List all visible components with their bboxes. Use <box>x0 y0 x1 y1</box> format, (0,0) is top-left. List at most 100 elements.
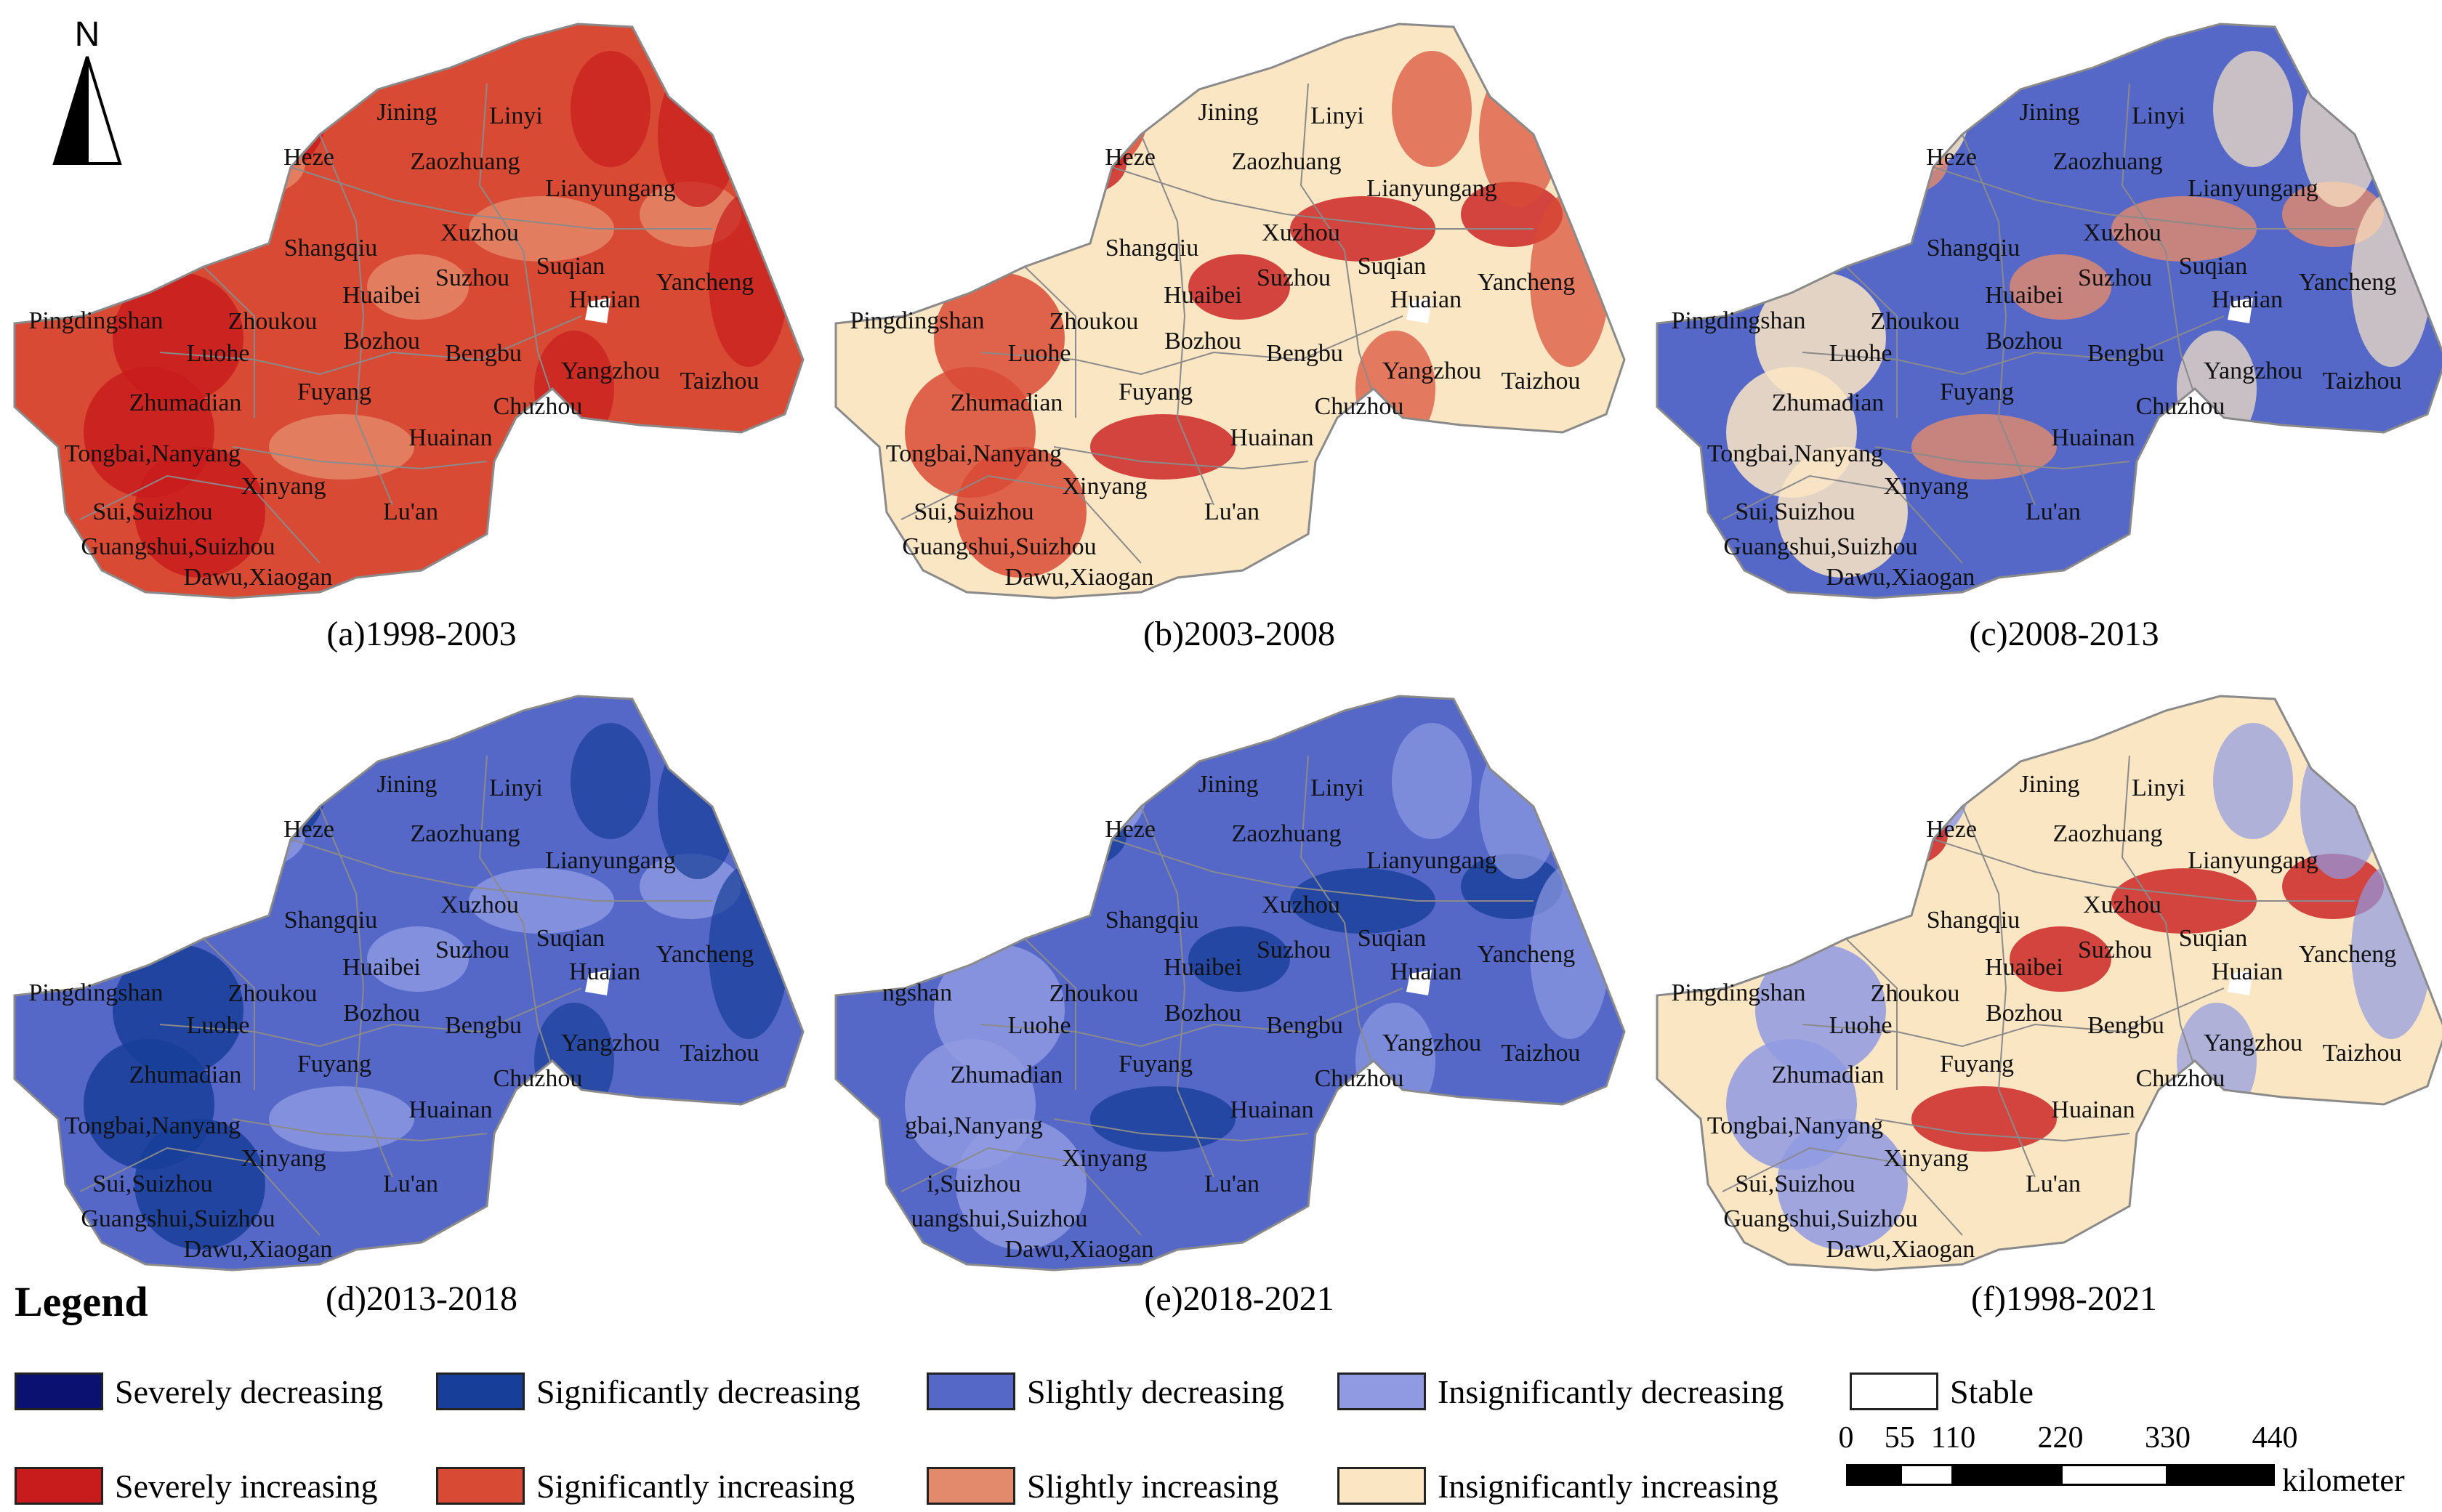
city-label: Shangqiu <box>1105 907 1198 934</box>
county-boundary <box>1933 838 2355 902</box>
legend-label: Insignificantly increasing <box>1438 1467 1778 1505</box>
spot-patch <box>1290 196 1435 262</box>
accent-patch <box>2140 1097 2220 1242</box>
city-label: Heze <box>1926 816 1977 843</box>
county-boundary <box>1053 446 1309 470</box>
accent-patch <box>858 47 988 178</box>
city-label: Bozhou <box>343 328 420 355</box>
city-label: Yancheng <box>2299 269 2396 296</box>
city-label: Bozhou <box>1986 1000 2063 1027</box>
city-label: Shangqiu <box>1927 907 2020 934</box>
legend-item-severely-decreasing: Severely decreasing <box>15 1370 383 1413</box>
legend-label: Slightly decreasing <box>1027 1372 1284 1410</box>
city-label: Jining <box>2019 99 2079 126</box>
accent-patch <box>2213 51 2293 167</box>
city-label: Fuyang <box>1940 379 2014 405</box>
city-label: Suzhou <box>2078 264 2152 291</box>
legend-label: Severely decreasing <box>115 1372 384 1410</box>
city-label: Yangzhou <box>1382 357 1481 384</box>
city-label: Taizhou <box>2322 368 2401 395</box>
city-label: Linyi <box>2132 775 2185 801</box>
county-boundary <box>319 806 393 1178</box>
city-label: Xuzhou <box>1262 219 1340 246</box>
spot-patch <box>1188 926 1290 992</box>
region-outline <box>1656 23 2442 599</box>
spot-patch <box>1188 254 1290 320</box>
city-label: Yangzhou <box>561 357 660 384</box>
county-boundary <box>232 446 488 470</box>
city-label: Zaozhuang <box>2052 148 2162 175</box>
legend-swatch <box>15 1372 103 1410</box>
city-label: Zhoukou <box>228 308 318 335</box>
city-label: Huainan <box>1230 424 1313 451</box>
county-boundary <box>290 166 712 230</box>
city-label: Taizhou <box>2322 1040 2401 1067</box>
accent-patch <box>956 1119 1087 1250</box>
city-label: Huaibei <box>1164 282 1242 309</box>
city-label: Tongbai,Nanyang <box>1707 1112 1883 1139</box>
city-label: Huainan <box>408 1096 492 1123</box>
accent-patch <box>1679 719 1810 850</box>
city-label: Zaozhuang <box>1231 820 1341 847</box>
accent-patch <box>1679 47 1810 178</box>
city-label: Fuyang <box>1119 379 1193 405</box>
city-label: Zaozhuang <box>410 148 520 175</box>
county-boundary <box>980 987 1403 1048</box>
city-label: Huaian <box>1390 286 1462 313</box>
legend-item-slightly-increasing: Slightly increasing <box>927 1464 1278 1508</box>
city-label: Yangzhou <box>561 1030 660 1056</box>
scale-tick-label: 110 <box>1930 1421 1976 1455</box>
legend-swatch <box>927 1467 1015 1505</box>
city-label: Guangshui,Suizhou <box>81 1205 275 1232</box>
accent-patch <box>1355 1003 1435 1119</box>
county-boundary <box>79 1147 321 1236</box>
county-boundary <box>1802 987 2225 1048</box>
legend-swatch <box>1850 1372 1938 1410</box>
legend-item-significantly-increasing: Significantly increasing <box>436 1464 855 1508</box>
spot-patch <box>2111 196 2257 262</box>
accent-patch <box>2177 1003 2257 1119</box>
accent-patch <box>498 425 578 570</box>
city-label: Pingdingshan <box>28 307 163 334</box>
city-label: Luohe <box>1829 1012 1893 1039</box>
city-label: Huaian <box>569 958 640 985</box>
city-label: Xinyang <box>241 1145 326 1172</box>
city-label: Yancheng <box>656 941 754 968</box>
city-label: Guangshui,Suizhou <box>1723 1205 1917 1232</box>
spot-patch <box>2010 926 2111 992</box>
accent-patch <box>1355 331 1435 447</box>
county-boundary <box>1053 1118 1309 1142</box>
lake-area <box>1406 970 1432 995</box>
city-label: Jining <box>376 771 437 798</box>
spot-patch <box>2111 868 2257 934</box>
county-boundary <box>1962 134 2036 506</box>
county-boundary <box>1024 266 1076 418</box>
north-arrow-icon <box>52 56 122 165</box>
scale-segment <box>2167 1464 2275 1486</box>
city-label: Bozhou <box>1164 328 1241 355</box>
city-label: Bengbu <box>2087 340 2164 367</box>
city-label: Taizhou <box>680 368 759 395</box>
scale-segment <box>1899 1464 1954 1486</box>
city-label: Lu'an <box>383 498 438 525</box>
accent-patch <box>2140 425 2220 570</box>
caption-b: (b)2003-2008 <box>1143 615 1335 653</box>
legend-item-significantly-decreasing: Significantly decreasing <box>436 1370 861 1413</box>
legend-swatch <box>436 1372 525 1410</box>
spot-patch <box>367 926 469 992</box>
city-label: Heze <box>283 816 334 843</box>
city-label: Xuzhou <box>2083 219 2161 246</box>
city-label: Lianyungang <box>1366 847 1496 874</box>
city-label: Huainan <box>2051 424 2135 451</box>
city-label: Huaibei <box>1985 954 2063 981</box>
city-label: Suqian <box>536 925 605 952</box>
county-boundary <box>2121 83 2203 419</box>
city-label: Suqian <box>536 253 605 280</box>
city-label: Suqian <box>1358 253 1426 280</box>
legend-item-insignificantly-decreasing: Insignificantly decreasing <box>1337 1370 1784 1413</box>
city-label: Huainan <box>1230 1096 1313 1123</box>
county-boundary <box>1874 446 2130 470</box>
county-boundary <box>79 474 321 564</box>
city-label: Sui,Suizhou <box>92 1171 212 1197</box>
city-label: Dawu,Xiaogan <box>184 564 333 591</box>
